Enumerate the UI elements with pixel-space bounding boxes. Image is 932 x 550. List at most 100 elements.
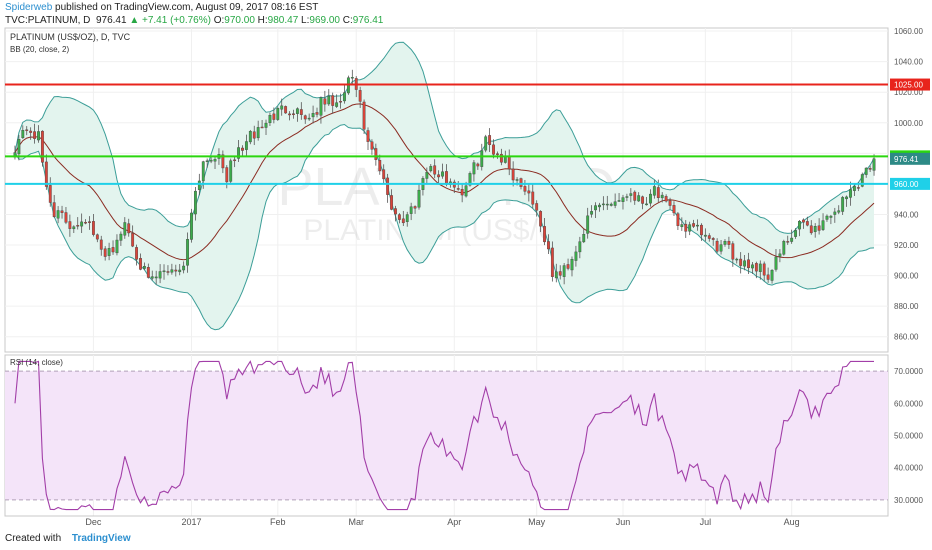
candle-body: [554, 271, 558, 279]
bb-fill: [15, 42, 874, 330]
candle-body: [798, 220, 801, 230]
candle-body: [401, 218, 405, 224]
ohlc-header: TVC:PLATINUM, D 976.41 ▲ +7.41 (+0.76%) …: [5, 15, 383, 26]
rsi-tick-label: 40.0000: [894, 464, 923, 473]
candle-body: [150, 276, 154, 279]
candle-body: [790, 237, 794, 242]
candle-body: [550, 247, 554, 277]
bb-lower-band: [14, 123, 875, 331]
time-tick-label: Dec: [85, 517, 102, 527]
candle-body: [197, 180, 201, 190]
candle-body: [700, 224, 703, 236]
candle-body: [849, 189, 852, 198]
candle-body: [719, 244, 723, 252]
candle-body: [241, 147, 244, 151]
author-name[interactable]: Spiderweb: [5, 2, 53, 13]
candle-body: [299, 109, 303, 115]
candle-body: [405, 214, 409, 222]
candle-body: [629, 193, 633, 196]
candle-body: [774, 256, 778, 270]
candle-body: [707, 235, 711, 239]
candle-body: [327, 95, 331, 105]
candle-body: [115, 239, 119, 254]
candle-body: [88, 221, 91, 223]
candle-body: [174, 269, 178, 272]
candle-body: [825, 215, 829, 220]
candle-body: [350, 77, 354, 79]
candle-body: [609, 203, 613, 206]
candle-body: [539, 211, 543, 227]
candle-body: [37, 131, 40, 141]
candle-body: [268, 115, 272, 124]
candle-body: [154, 276, 158, 279]
candle-body: [445, 171, 448, 185]
candle-body: [786, 241, 790, 243]
candle-body: [190, 212, 193, 240]
high-value: 980.47: [267, 15, 299, 26]
rsi-tick-label: 70.0000: [894, 367, 923, 376]
candle-body: [468, 173, 472, 186]
rsi-tick-label: 30.0000: [894, 496, 923, 505]
candle-body: [225, 167, 229, 183]
candle-body: [162, 270, 166, 273]
candle-body: [621, 197, 625, 202]
close-label: C:: [342, 15, 353, 26]
candle-body: [605, 203, 609, 206]
candle-body: [735, 258, 739, 261]
candle-body: [103, 248, 107, 257]
candle-body: [633, 191, 637, 201]
price-tick-label: 900.00: [894, 272, 919, 281]
time-tick-label: Aug: [784, 517, 800, 527]
candle-body: [213, 159, 217, 162]
candle-body: [182, 265, 186, 271]
symbol-label: TVC:PLATINUM, D: [5, 15, 91, 26]
candle-body: [382, 169, 386, 180]
candle-body: [731, 243, 735, 260]
open-value: 970.00: [224, 15, 255, 26]
candle-body: [543, 226, 546, 243]
candle-body: [272, 113, 276, 120]
candle-body: [394, 208, 397, 215]
candle-body: [829, 215, 833, 218]
candle-body: [464, 185, 468, 197]
candle-body: [437, 174, 441, 178]
candle-body: [751, 264, 754, 269]
candle-body: [425, 172, 429, 179]
time-tick-label: 2017: [181, 517, 201, 527]
candle-body: [578, 241, 582, 253]
candle-body: [201, 161, 205, 182]
candle-body: [570, 258, 574, 271]
candle-body: [252, 131, 256, 139]
candle-body: [652, 186, 656, 196]
candle-body: [288, 113, 291, 116]
candle-body: [170, 269, 174, 273]
candle-body: [193, 190, 197, 215]
candle-body: [527, 190, 531, 194]
candle-body: [48, 185, 52, 203]
time-tick-label: May: [528, 517, 546, 527]
candle-body: [762, 263, 766, 276]
candle-body: [684, 223, 688, 232]
candle-body: [209, 159, 213, 162]
candle-body: [107, 248, 111, 256]
price-tick-label: 920.00: [894, 241, 919, 250]
candle-body: [409, 206, 413, 214]
candle-body: [488, 135, 492, 145]
candle-body: [668, 200, 672, 206]
tradingview-logo[interactable]: TradingView: [71, 533, 131, 544]
candle-body: [727, 240, 731, 245]
candle-body: [256, 127, 260, 139]
candle-body: [535, 203, 539, 211]
candle-body: [802, 219, 805, 223]
candle-body: [41, 130, 44, 163]
candle-body: [743, 260, 747, 267]
candle-body: [845, 196, 848, 200]
candle-body: [703, 234, 707, 237]
candle-body: [21, 130, 25, 139]
candle-body: [123, 222, 127, 236]
price-tick-label: 940.00: [894, 210, 919, 219]
candle-body: [331, 95, 335, 106]
candle-body: [44, 161, 48, 187]
candle-body: [111, 247, 115, 253]
